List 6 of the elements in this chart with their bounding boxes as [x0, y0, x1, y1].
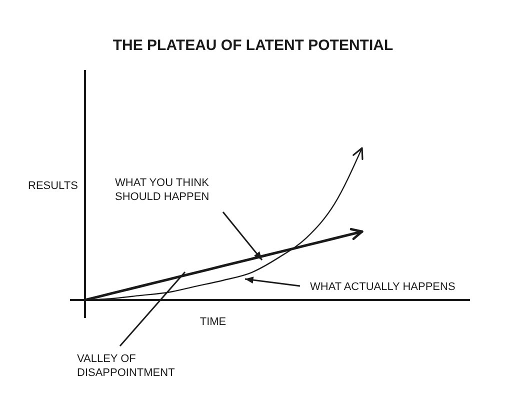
- x-axis-title: TIME: [200, 316, 226, 328]
- chart-title: THE PLATEAU OF LATENT POTENTIAL: [112, 37, 394, 54]
- text: VALLEY OF DISAPPOINTMENT: [77, 353, 176, 379]
- y-axis-title: RESULTS: [28, 180, 78, 192]
- annotation: WHAT YOU THINK SHOULD HAPPEN: [115, 177, 210, 203]
- annotation: WHAT ACTUALLY HAPPENS: [310, 281, 456, 293]
